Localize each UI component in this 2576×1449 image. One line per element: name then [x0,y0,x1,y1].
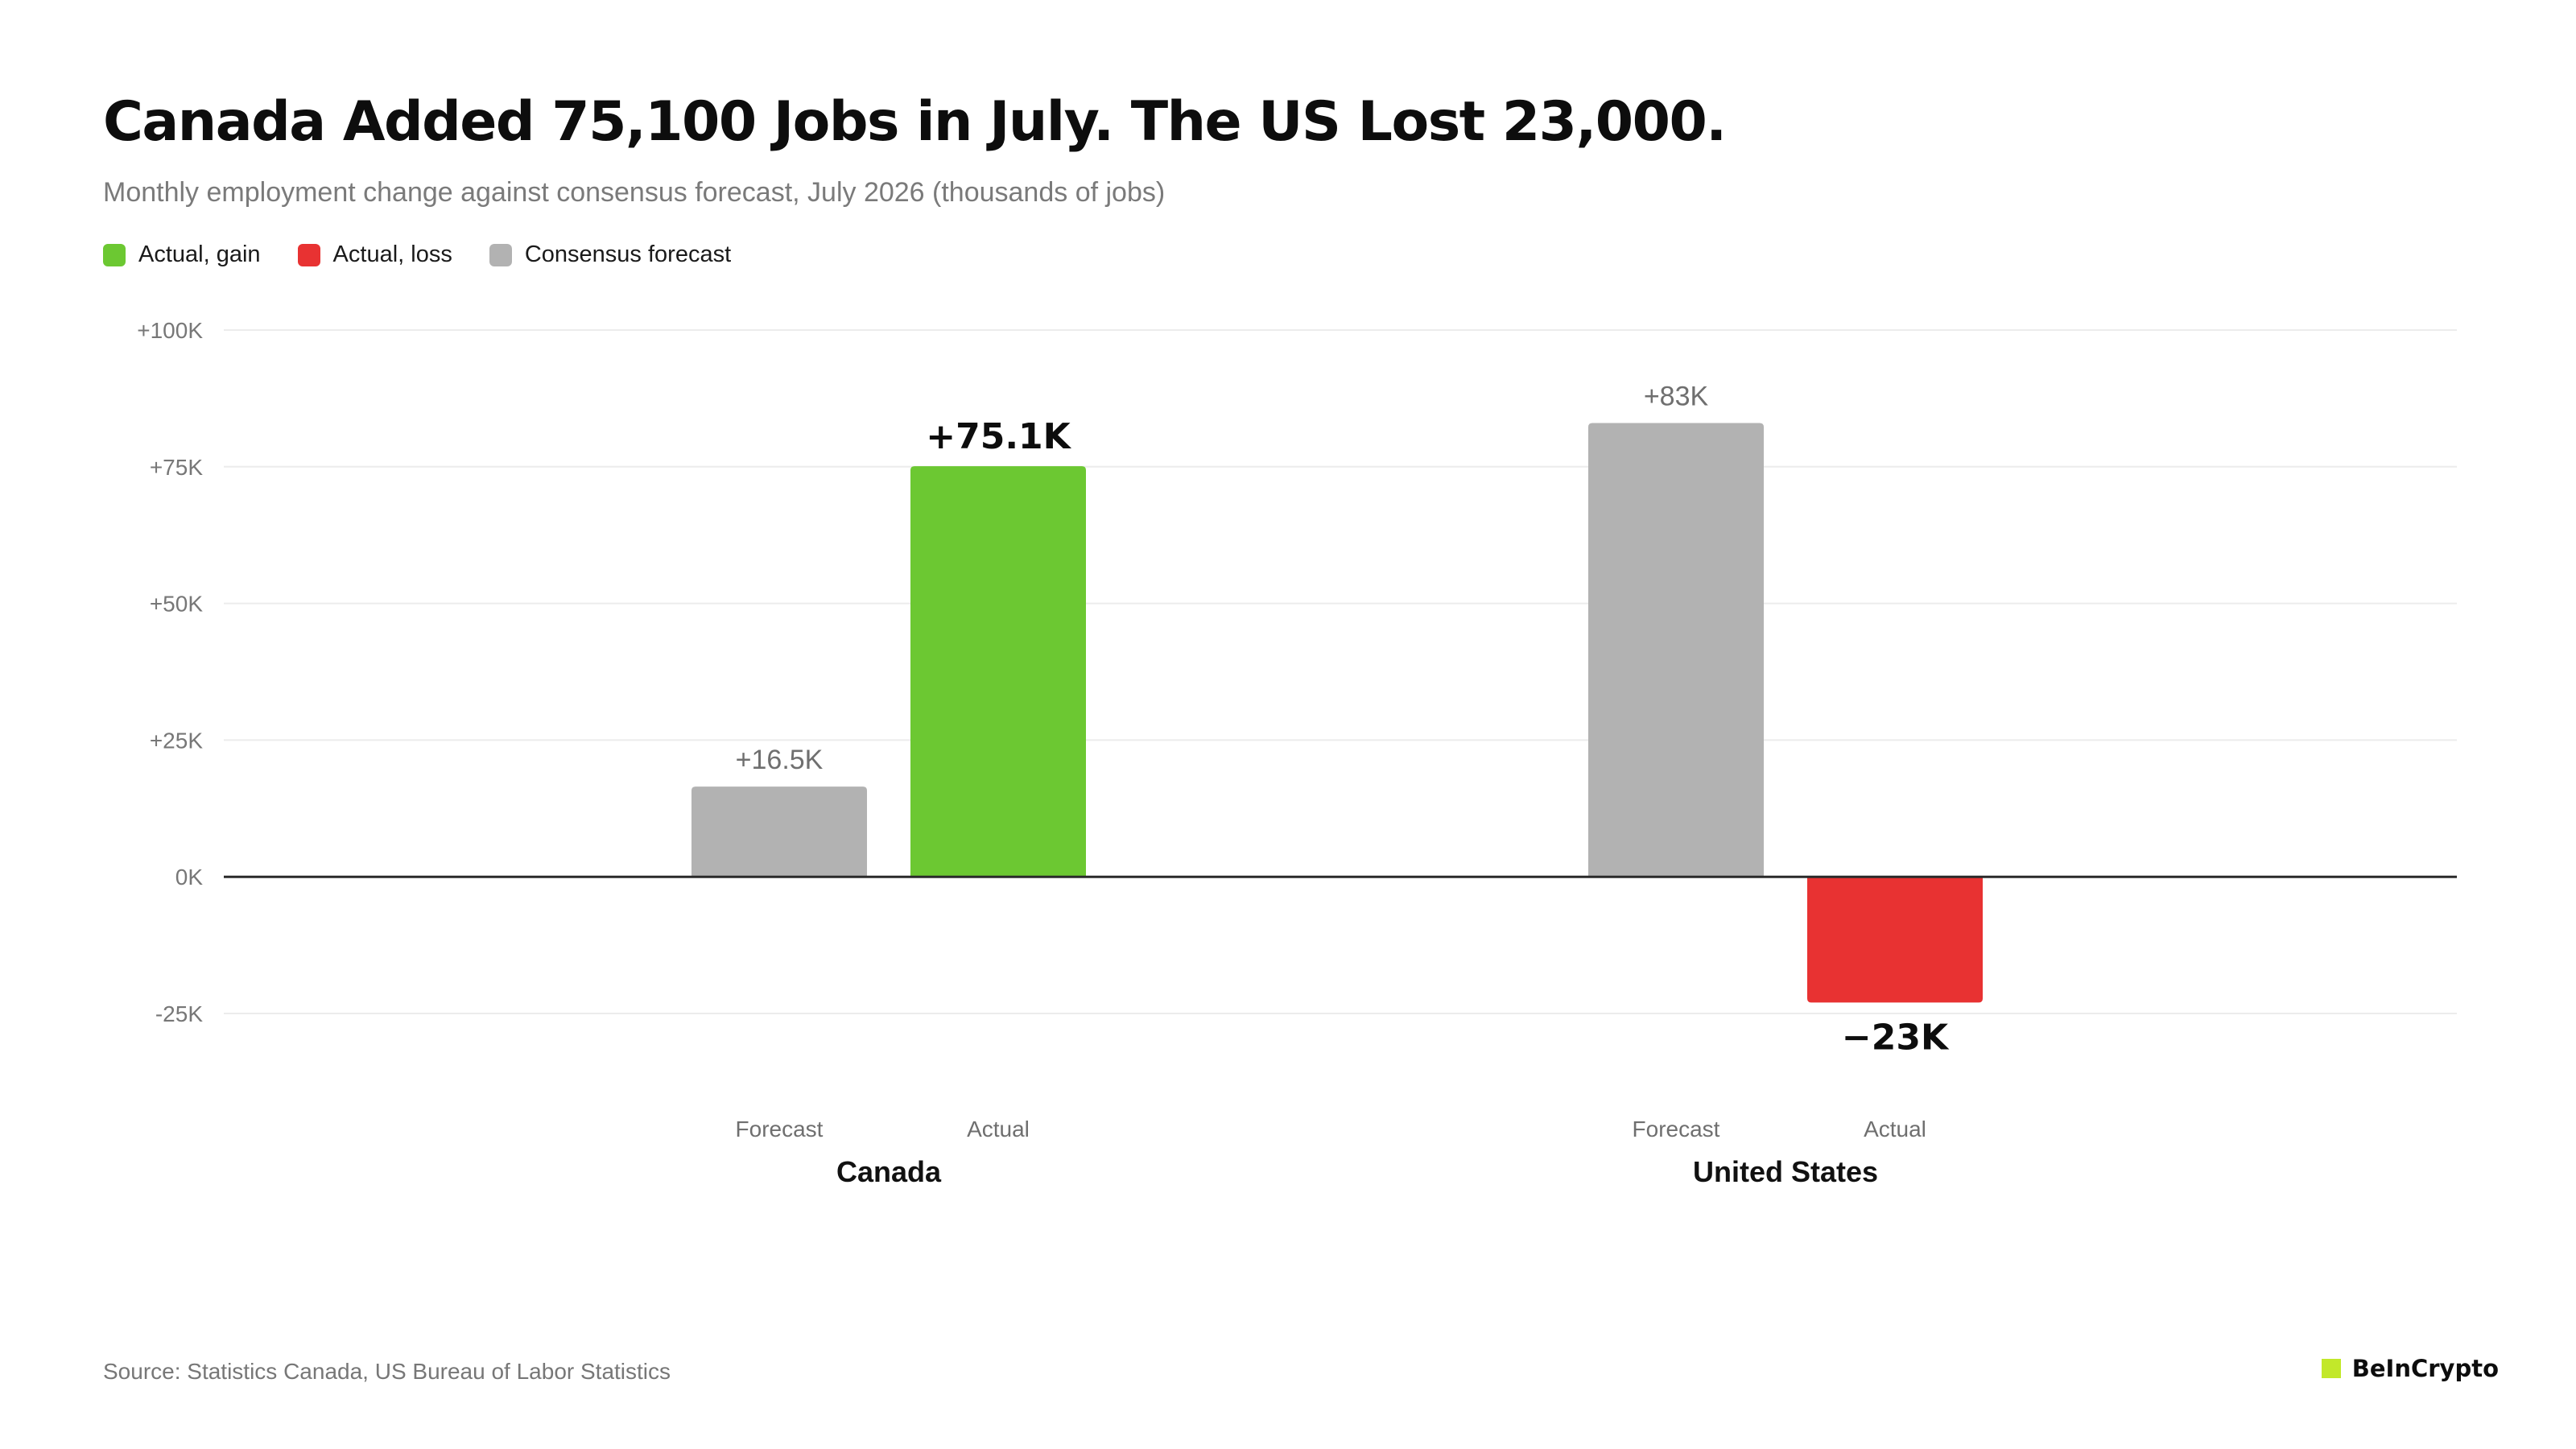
bar-sublabel: Actual [967,1117,1030,1141]
legend-item-forecast: Consensus forecast [489,242,731,268]
chart-subtitle: Monthly employment change against consen… [103,177,1166,208]
y-tick-label: +75K [150,455,203,480]
bar-forecast [1588,423,1764,877]
legend-item-loss: Actual, loss [297,242,452,268]
legend-swatch-forecast [489,243,512,266]
y-tick-label: 0K [175,865,204,890]
brand-mark-icon [2321,1359,2341,1378]
bar-value-label: −23K [1842,1017,1950,1058]
y-tick-label: -25K [155,1001,203,1026]
group-label: Canada [836,1155,942,1188]
chart-title: Canada Added 75,100 Jobs in July. The US… [103,90,1727,154]
bar-sublabel: Actual [1864,1117,1926,1141]
group-label: United States [1693,1155,1878,1188]
brand-name: BeInCrypto [2351,1355,2499,1382]
bar-forecast [691,786,867,877]
bar-value-label: +16.5K [736,745,824,775]
legend-label-loss: Actual, loss [332,242,452,267]
bar-loss [1807,877,1983,1003]
bar-gain [910,466,1086,877]
source-note: Source: Statistics Canada, US Bureau of … [103,1359,671,1384]
legend-item-gain: Actual, gain [103,242,261,268]
legend-swatch-loss [297,243,320,266]
legend-swatch-gain [103,243,126,266]
bar-value-label: +75.1K [926,416,1071,457]
bar-value-label: +83K [1644,381,1709,411]
legend: Actual, gain Actual, loss Consensus fore… [103,242,768,268]
bar-sublabel: Forecast [1633,1117,1720,1141]
y-tick-label: +100K [137,318,203,343]
bar-sublabel: Forecast [736,1117,824,1141]
y-tick-label: +25K [150,728,203,753]
legend-label-forecast: Consensus forecast [524,242,732,267]
legend-label-gain: Actual, gain [138,242,261,267]
y-tick-label: +50K [150,592,203,617]
brand-logo: BeInCrypto [2321,1355,2499,1382]
